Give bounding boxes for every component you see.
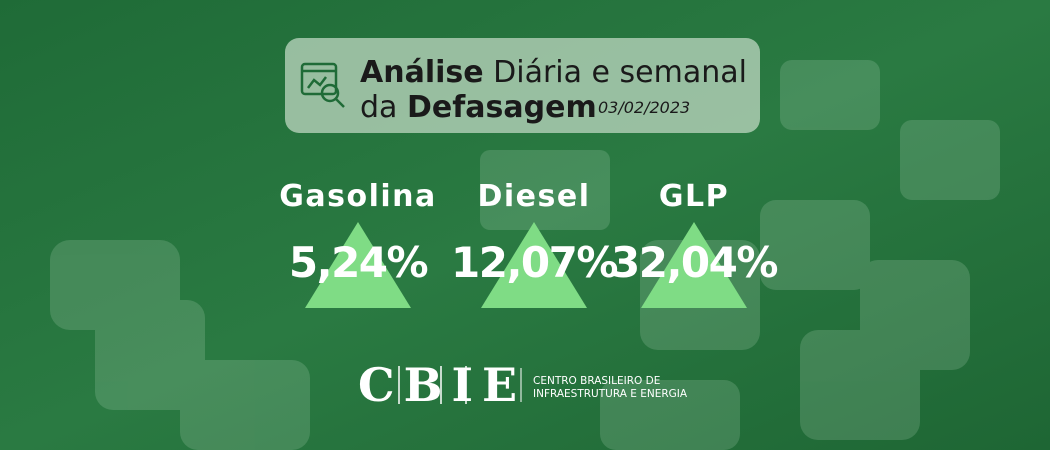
analysis-icon (300, 62, 345, 108)
fuel-name: GLP (659, 179, 729, 214)
date: 03/02/2023 (598, 98, 690, 117)
title-line2: da Defasagem (360, 90, 597, 125)
title-rest: Diária e semanal (493, 55, 747, 90)
fuel-name: Gasolina (279, 179, 437, 214)
fuel-value: 12,07% (451, 238, 617, 287)
fuel-value: 5,24% (289, 238, 428, 287)
fuel-name: Diesel (477, 179, 590, 214)
logo-name-1: CENTRO BRASILEIRO DE (533, 375, 660, 387)
title-line1: Análise Diária e semanal (360, 55, 747, 90)
up-triangle (481, 222, 587, 308)
logo-mark: CBIE (358, 358, 526, 412)
title-prefix: da (360, 90, 397, 125)
title-bold: Análise (360, 55, 484, 90)
fuel-value: 32,04% (611, 238, 777, 287)
up-triangle (305, 222, 411, 308)
fuel-list: Gasolina 5,24% Diesel 12,07% GLP 32,04% (279, 179, 779, 308)
title-box (285, 38, 760, 133)
logo-name-2: INFRAESTRUTURA E ENERGIA (533, 388, 688, 400)
up-triangle (641, 222, 747, 308)
title-bold-2: Defasagem (407, 90, 597, 125)
logo: CBIE CENTRO BRASILEIRO DE INFRAESTRUTURA… (358, 358, 688, 412)
